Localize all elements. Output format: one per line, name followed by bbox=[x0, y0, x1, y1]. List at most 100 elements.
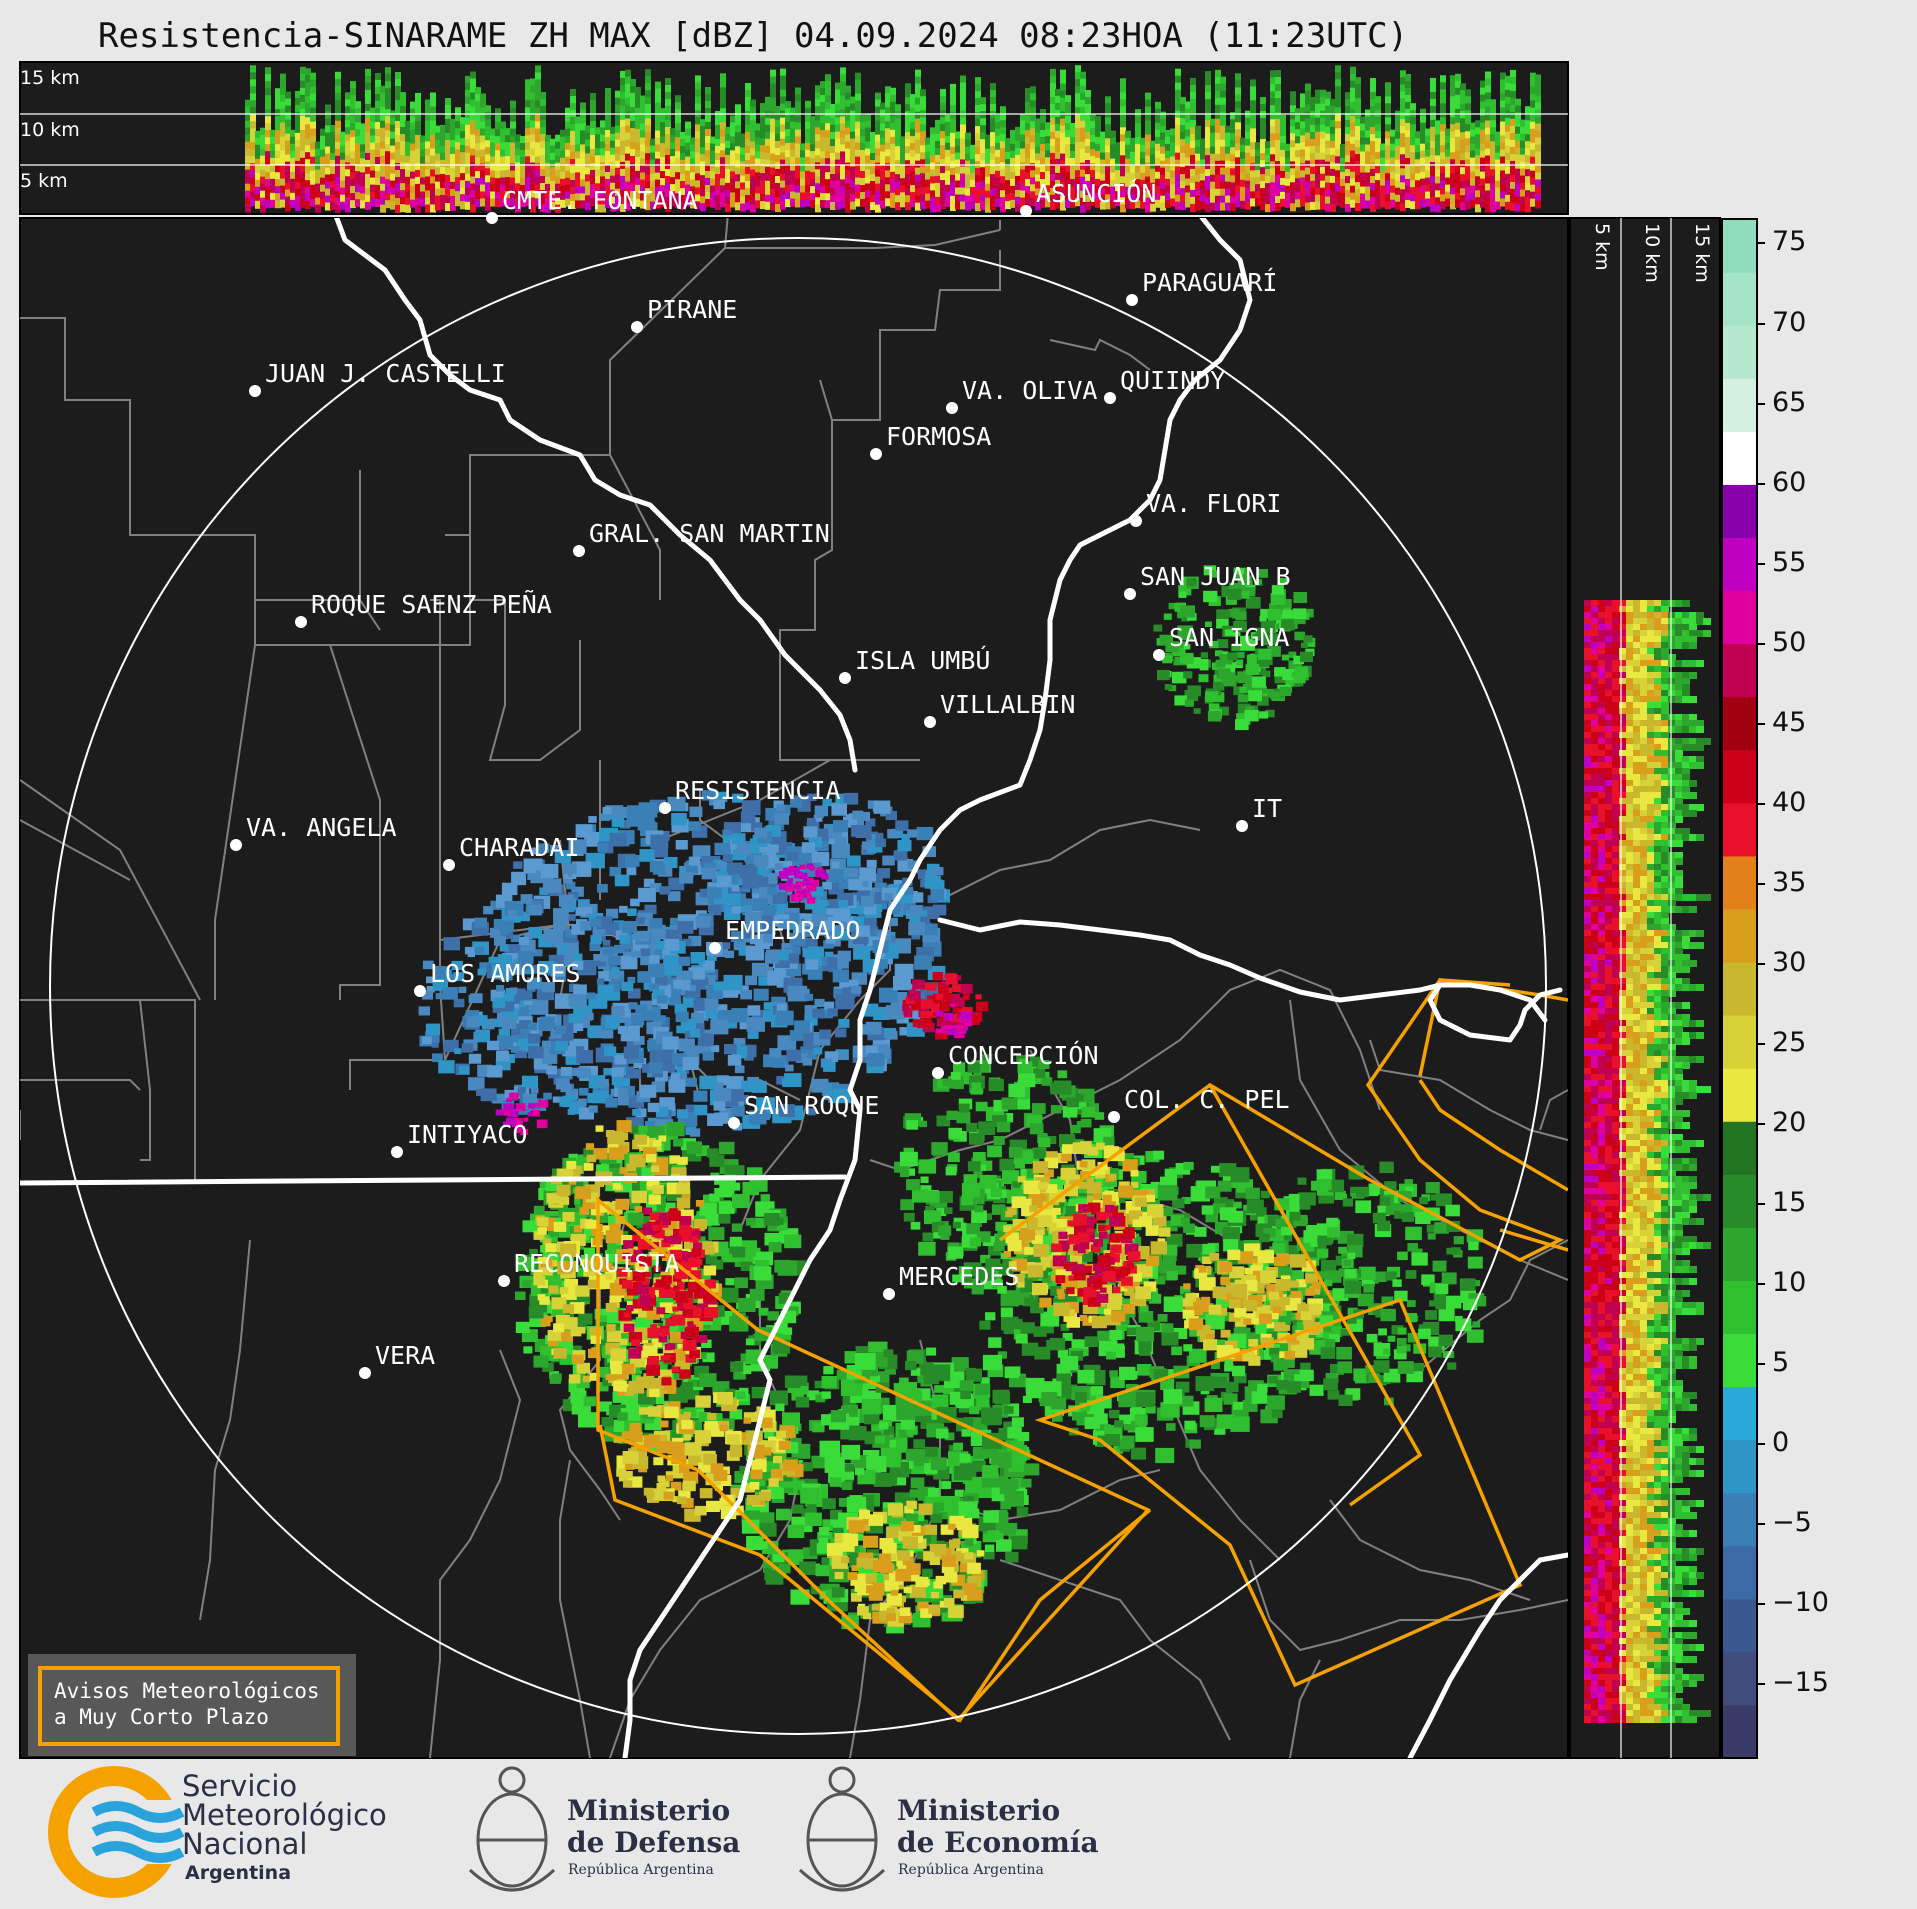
place-marker bbox=[1153, 649, 1165, 661]
title-bar: Resistencia-SINARAME ZH MAX [dBZ] 04.09.… bbox=[0, 10, 1917, 60]
colorbar-tick-label: 65 bbox=[1772, 387, 1807, 418]
place-label: SAN JUAN B bbox=[1140, 562, 1291, 591]
reflectivity-echoes bbox=[418, 565, 1487, 1634]
place-label: VA. FLORI bbox=[1146, 489, 1281, 518]
place-label: QUIINDY bbox=[1120, 366, 1225, 395]
place-marker bbox=[1130, 515, 1142, 527]
place-marker bbox=[249, 385, 261, 397]
place-label: PARAGUARÍ bbox=[1142, 268, 1277, 297]
colorbar-swatch bbox=[1722, 1333, 1757, 1388]
smn-logo-line3: Nacional bbox=[182, 1827, 308, 1861]
side-height-label-15: 15 km bbox=[1691, 223, 1713, 283]
place-marker bbox=[924, 716, 936, 728]
place-label: ISLA UMBÚ bbox=[855, 645, 990, 675]
colorbar-swatch bbox=[1722, 1492, 1757, 1547]
place-marker bbox=[573, 545, 585, 557]
smn-logo-icon bbox=[48, 1766, 185, 1898]
warning-legend-frame: Avisos Meteorológicos a Muy Corto Plazo bbox=[38, 1666, 340, 1746]
place-marker bbox=[870, 448, 882, 460]
top-height-label-15: 15 km bbox=[20, 67, 80, 89]
warning-polygons bbox=[596, 978, 1568, 1723]
place-marker bbox=[414, 985, 426, 997]
defensa-logo-line1: Ministerio bbox=[567, 1794, 731, 1827]
place-marker bbox=[883, 1288, 895, 1300]
place-marker bbox=[932, 1067, 944, 1079]
colorbar-swatch bbox=[1722, 802, 1757, 857]
side-profile-panel: 5 km 10 km 15 km bbox=[1569, 217, 1721, 1759]
place-label: ASUNCIÓN bbox=[1036, 178, 1156, 208]
top-profile-panel: 15 km 10 km 5 km bbox=[19, 61, 1569, 215]
colorbar-swatch bbox=[1722, 908, 1757, 963]
colorbar-tick-label: −15 bbox=[1772, 1667, 1829, 1698]
colorbar-swatch bbox=[1722, 272, 1757, 326]
place-label: IT bbox=[1252, 794, 1282, 823]
range-ring bbox=[49, 237, 1547, 1735]
colorbar-tick-label: 5 bbox=[1772, 1347, 1790, 1378]
place-label: LOS AMORES bbox=[430, 959, 581, 988]
place-marker bbox=[1126, 294, 1138, 306]
page-title: Resistencia-SINARAME ZH MAX [dBZ] 04.09.… bbox=[98, 16, 1409, 56]
place-label: CHARADAI bbox=[459, 833, 579, 862]
place-label: RESISTENCIA bbox=[675, 776, 841, 805]
radar-map: CMTE. FONTANA ASUNCIÓN PARAGUARÍ PIRANE JUAN… bbox=[19, 178, 1569, 1759]
place-label: JUAN J. CASTELLI bbox=[265, 359, 506, 388]
country-borders bbox=[20, 218, 1568, 1758]
place-marker bbox=[709, 942, 721, 954]
place-label: VERA bbox=[375, 1341, 435, 1370]
place-marker bbox=[659, 802, 671, 814]
side-height-label-5: 5 km bbox=[1591, 223, 1613, 271]
colorbar-tick-label: −5 bbox=[1772, 1507, 1812, 1538]
colorbar-tick-label: 30 bbox=[1772, 947, 1807, 978]
colorbar-tick-label: 10 bbox=[1772, 1267, 1807, 1298]
colorbar-swatch bbox=[1722, 1439, 1757, 1494]
place-label: EMPEDRADO bbox=[725, 916, 860, 945]
place-marker bbox=[1124, 588, 1136, 600]
place-label: VA. OLIVA bbox=[962, 376, 1097, 405]
side-height-label-10: 10 km bbox=[1641, 223, 1663, 283]
place-label: ROQUE SAENZ PEÑA bbox=[311, 589, 552, 619]
economia-logo-line3: República Argentina bbox=[898, 1862, 1044, 1878]
place-marker bbox=[1236, 820, 1248, 832]
place-marker bbox=[946, 402, 958, 414]
colorbar-swatch bbox=[1722, 855, 1757, 910]
place-marker bbox=[295, 616, 307, 628]
economia-logo-line1: Ministerio bbox=[897, 1794, 1061, 1827]
colorbar-swatch bbox=[1722, 696, 1757, 751]
colorbar-swatch bbox=[1722, 1121, 1757, 1175]
colorbar-swatch bbox=[1722, 484, 1757, 539]
place-label: VA. ANGELA bbox=[246, 813, 397, 842]
colorbar-swatch bbox=[1722, 643, 1757, 698]
colorbar-tick-label: 60 bbox=[1772, 467, 1807, 498]
logos-svg bbox=[48, 1766, 886, 1898]
place-label: INTIYACO bbox=[407, 1120, 527, 1149]
colorbar-swatch bbox=[1722, 1068, 1757, 1122]
place-marker bbox=[359, 1367, 371, 1379]
top-profile-echoes bbox=[245, 65, 1541, 213]
colorbar-tick-label: 40 bbox=[1772, 787, 1807, 818]
place-marker bbox=[230, 839, 242, 851]
colorbar-tick-label: 15 bbox=[1772, 1187, 1807, 1218]
place-marker bbox=[631, 321, 643, 333]
colorbar-swatch bbox=[1722, 325, 1757, 379]
colorbar-tick-label: 55 bbox=[1772, 547, 1807, 578]
defensa-logo-line3: República Argentina bbox=[568, 1862, 714, 1878]
place-label: SAN IGNA bbox=[1169, 623, 1289, 652]
colorbar-tick-label: 35 bbox=[1772, 867, 1807, 898]
colorbar-swatch bbox=[1722, 749, 1757, 804]
colorbar-swatch bbox=[1722, 431, 1757, 485]
colorbar-swatch bbox=[1722, 1174, 1757, 1228]
place-marker bbox=[1104, 392, 1116, 404]
economia-emblem-icon bbox=[798, 1766, 886, 1892]
colorbar-swatch bbox=[1722, 590, 1757, 645]
colorbar bbox=[1722, 219, 1765, 1759]
warning-legend: Avisos Meteorológicos a Muy Corto Plazo bbox=[28, 1654, 356, 1756]
place-label: FORMOSA bbox=[886, 422, 991, 451]
economia-logo-line2: de Economía bbox=[897, 1826, 1099, 1859]
colorbar-swatch bbox=[1722, 1280, 1757, 1335]
place-label: VILLALBIN bbox=[940, 690, 1075, 719]
smn-logo-line1: Servicio bbox=[182, 1769, 298, 1803]
place-label: GRAL. SAN MARTIN bbox=[589, 519, 830, 548]
place-marker bbox=[498, 1275, 510, 1287]
colorbar-swatch bbox=[1722, 537, 1757, 592]
